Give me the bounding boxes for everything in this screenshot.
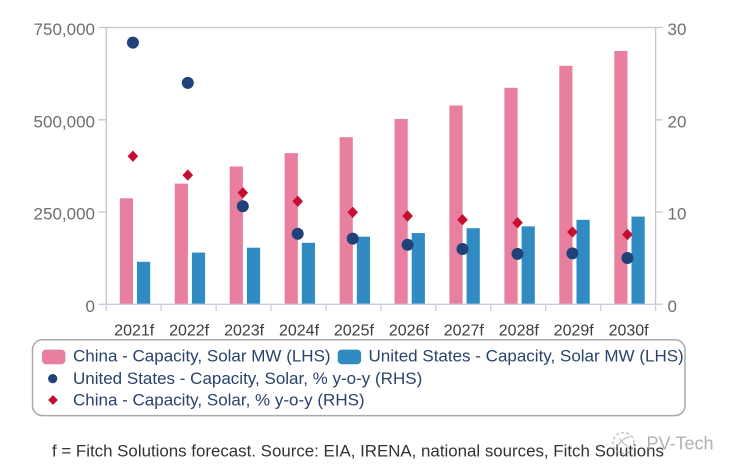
svg-text:2027f: 2027f [444,323,485,340]
svg-text:2022f: 2022f [169,323,210,340]
svg-text:500,000: 500,000 [34,112,95,131]
svg-text:United States - Capacity, Sola: United States - Capacity, Solar, % y-o-y… [73,369,422,388]
svg-text:2025f: 2025f [334,323,375,340]
svg-text:2024f: 2024f [279,323,320,340]
svg-text:United States - Capacity, Sola: United States - Capacity, Solar MW (LHS) [369,347,684,366]
svg-text:2026f: 2026f [389,323,430,340]
svg-text:750,000: 750,000 [34,20,95,39]
svg-text:2021f: 2021f [114,323,155,340]
svg-text:2030f: 2030f [609,323,650,340]
svg-text:f = Fitch Solutions forecast.: f = Fitch Solutions forecast. Source: EI… [52,442,664,461]
svg-text:2028f: 2028f [499,323,540,340]
svg-text:0: 0 [668,297,677,316]
svg-text:10: 10 [668,205,687,224]
svg-text:2029f: 2029f [554,323,595,340]
svg-text:30: 30 [668,20,687,39]
svg-text:China - Capacity, Solar, % y-o: China - Capacity, Solar, % y-o-y (RHS) [73,391,365,410]
svg-text:250,000: 250,000 [34,205,95,224]
svg-text:20: 20 [668,112,687,131]
svg-text:China - Capacity, Solar MW (LH: China - Capacity, Solar MW (LHS) [73,347,331,366]
svg-text:2023f: 2023f [224,323,265,340]
svg-text:PV-Tech: PV-Tech [647,434,714,454]
svg-text:0: 0 [86,297,95,316]
